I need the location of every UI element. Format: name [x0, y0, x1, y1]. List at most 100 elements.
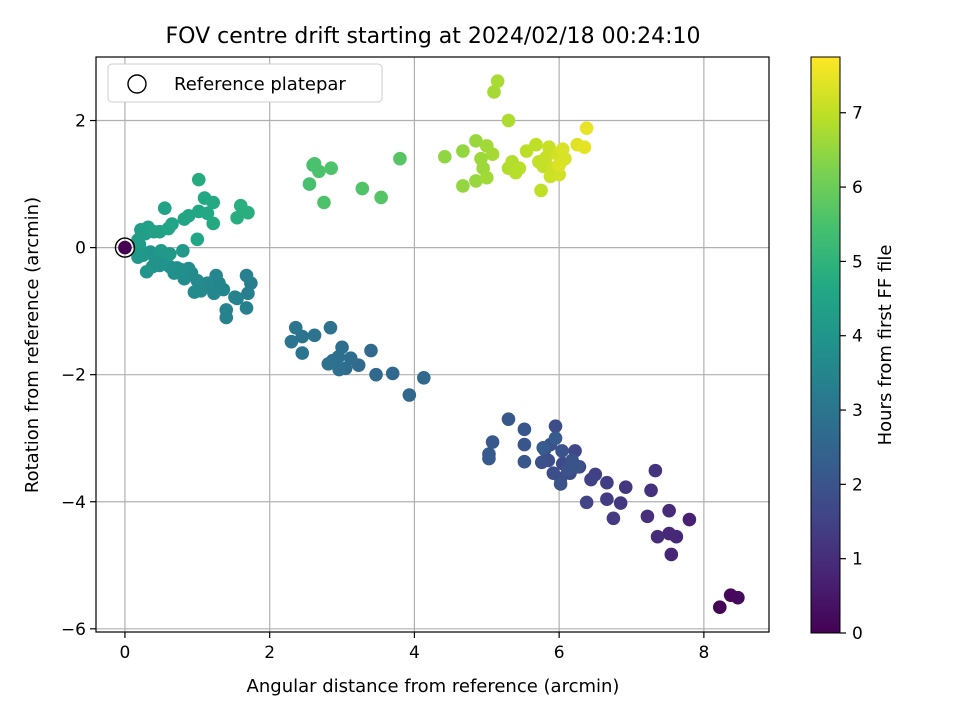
data-point [191, 172, 206, 187]
data-point [712, 600, 727, 615]
grid [96, 57, 769, 632]
colorbar-tick-label: 0 [852, 624, 863, 644]
data-point [469, 134, 483, 148]
data-point [369, 367, 383, 382]
data-point [618, 480, 633, 494]
data-point [555, 444, 569, 458]
y-axis-label: Rotation from reference (arcmin) [22, 197, 43, 493]
data-point [456, 179, 470, 193]
data-point [570, 460, 585, 474]
data-point [288, 320, 303, 335]
data-point [207, 286, 221, 301]
data-point [600, 475, 614, 490]
data-point [485, 435, 500, 449]
x-axis-ticks: 0 2 4 6 8 [120, 632, 709, 663]
data-point [190, 232, 205, 247]
x-tick-label: 6 [554, 643, 565, 663]
y-tick-label: −6 [61, 620, 86, 640]
data-point [206, 216, 221, 231]
data-point [662, 503, 676, 518]
data-point [131, 250, 145, 264]
data-point [584, 472, 598, 487]
data-point [469, 174, 483, 188]
data-point [323, 320, 338, 335]
data-point [552, 167, 566, 182]
x-tick-label: 8 [698, 643, 709, 663]
data-point [228, 290, 242, 304]
data-point [364, 343, 378, 358]
data-point [239, 268, 254, 283]
legend: Reference platepar [107, 63, 383, 103]
data-point [139, 264, 154, 279]
data-point [157, 201, 172, 216]
data-point [482, 451, 496, 466]
data-point [241, 205, 255, 220]
data-point [417, 371, 431, 385]
legend-label: Reference platepar [174, 74, 346, 95]
data-point [579, 495, 594, 510]
data-point [321, 357, 336, 371]
colorbar: 0 1 2 3 4 5 6 7 Hours from first FF file [810, 56, 896, 644]
data-point [176, 243, 190, 258]
data-point [577, 140, 592, 155]
data-points [114, 74, 745, 615]
data-point [536, 440, 551, 455]
x-tick-label: 2 [264, 643, 275, 663]
colorbar-tick-label: 6 [852, 178, 863, 198]
data-point [187, 285, 202, 299]
data-point [534, 455, 549, 470]
data-point [385, 366, 400, 381]
data-point [517, 454, 532, 469]
data-point [662, 526, 676, 541]
data-point [154, 243, 168, 258]
data-point [343, 351, 358, 365]
data-point [548, 431, 563, 446]
data-point [374, 190, 388, 205]
data-point [553, 477, 568, 491]
x-tick-label: 4 [409, 643, 420, 663]
data-point [552, 158, 566, 172]
data-point [181, 209, 196, 223]
data-point [219, 310, 234, 325]
data-point [546, 466, 561, 480]
data-point [534, 183, 548, 198]
colorbar-tick-label: 1 [852, 550, 863, 570]
data-point [165, 217, 179, 231]
data-point [393, 151, 407, 166]
data-point [118, 240, 132, 255]
y-axis-ticks: −6 −4 −2 0 2 [61, 112, 96, 640]
data-point [600, 492, 614, 507]
legend-box [107, 63, 383, 103]
data-point [355, 181, 370, 196]
colorbar-ticks: 0 1 2 3 4 5 6 7 [840, 104, 863, 644]
data-point [295, 346, 310, 360]
data-point [664, 547, 679, 562]
chart-title: FOV centre drift starting at 2024/02/18 … [166, 24, 701, 49]
data-point [501, 113, 516, 128]
data-point [206, 195, 221, 210]
data-point [644, 483, 658, 498]
colorbar-tick-label: 4 [852, 327, 863, 347]
data-point [241, 286, 255, 301]
data-point [512, 161, 527, 175]
data-point [529, 137, 543, 152]
data-point [650, 529, 665, 544]
data-point [613, 496, 628, 510]
legend-reference-marker [127, 74, 147, 94]
data-point [438, 149, 452, 164]
reference-marker [114, 237, 136, 258]
colorbar-gradient [810, 56, 841, 634]
data-point [485, 147, 500, 162]
colorbar-tick-label: 7 [852, 104, 863, 124]
data-point [200, 206, 215, 221]
data-point [517, 437, 532, 452]
data-point [490, 74, 505, 88]
colorbar-tick-label: 2 [852, 475, 863, 495]
data-point [479, 170, 494, 185]
y-tick-label: 2 [75, 112, 86, 132]
data-point [548, 419, 563, 433]
data-point [487, 85, 501, 99]
y-tick-label: 0 [75, 239, 86, 259]
data-point [606, 511, 621, 526]
